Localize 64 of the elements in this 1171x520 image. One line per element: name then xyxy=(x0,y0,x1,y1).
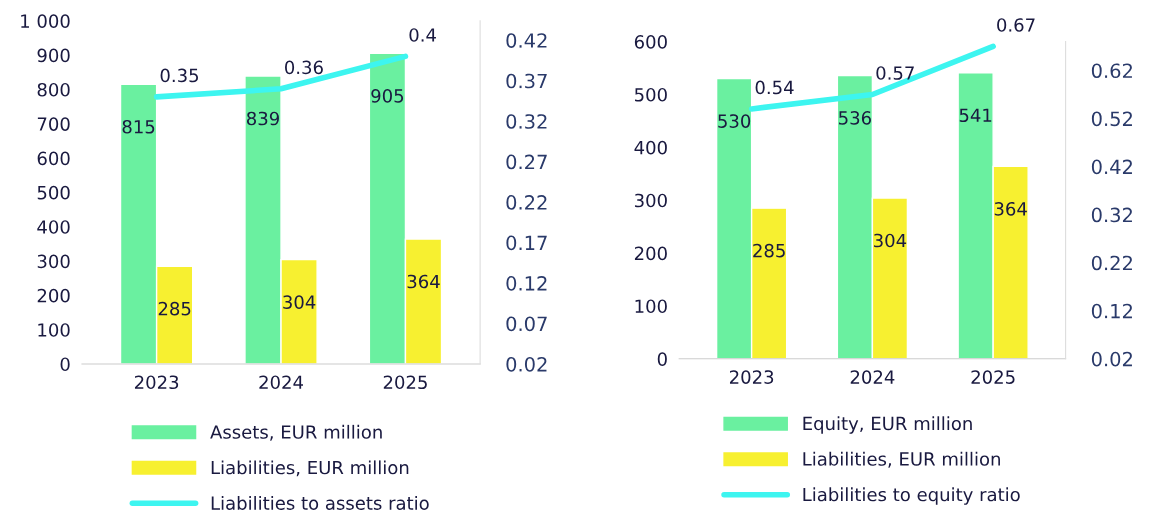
y-tick-label: 300 xyxy=(37,254,70,269)
data-label: 285 xyxy=(158,301,191,316)
y-tick-label: 600 xyxy=(37,151,70,166)
y-tick-label: 0 xyxy=(60,357,70,372)
y-tick-label: 800 xyxy=(37,82,70,97)
y-tick-label: 500 xyxy=(37,185,70,200)
data-label: 364 xyxy=(407,274,440,289)
x-tick-label: 2023 xyxy=(134,375,179,390)
y2-tick-label: 0.62 xyxy=(1091,63,1132,79)
y2-tick-label: 0.42 xyxy=(1091,159,1132,175)
legend-label: Liabilities to equity ratio xyxy=(803,487,1020,505)
y2-tick-label: 0.37 xyxy=(506,73,547,89)
y2-tick-label: 0.22 xyxy=(506,195,547,210)
legend-label: Liabilities, EUR million xyxy=(803,451,1000,468)
y-tick-label: 400 xyxy=(37,220,70,234)
y2-tick-label: 0.12 xyxy=(1091,303,1132,319)
y2-tick-label: 0.02 xyxy=(506,356,547,372)
y-tick-label: 900 xyxy=(37,48,70,63)
x-tick-label: 2025 xyxy=(971,370,1015,384)
y2-tick-label: 0.12 xyxy=(506,276,547,291)
data-label: 905 xyxy=(371,89,404,103)
x-tick-label: 2025 xyxy=(383,375,427,390)
data-label: 530 xyxy=(718,114,751,128)
y-tick-label: 300 xyxy=(634,193,667,208)
data-label: 304 xyxy=(874,233,907,248)
legend-label: Assets, EUR million xyxy=(210,424,382,441)
y2-tick-label: 0.22 xyxy=(1091,255,1132,271)
data-label: 0.67 xyxy=(997,18,1035,32)
y2-tick-label: 0.52 xyxy=(1091,111,1132,127)
y-tick-label: 1 000 xyxy=(21,14,70,28)
data-label: 0.36 xyxy=(285,60,323,75)
data-label: 0.4 xyxy=(409,28,436,42)
y2-tick-label: 0.32 xyxy=(1091,207,1132,223)
y2-tick-label: 0.42 xyxy=(506,33,547,48)
data-label: 536 xyxy=(839,111,871,125)
y-tick-label: 0 xyxy=(657,352,667,366)
y2-tick-label: 0.02 xyxy=(1091,351,1132,367)
data-label: 541 xyxy=(959,108,992,123)
data-label: 304 xyxy=(283,295,316,309)
data-label: 815 xyxy=(122,119,155,134)
y2-tick-label: 0.17 xyxy=(506,235,547,251)
legend-label: Liabilities to assets ratio xyxy=(211,495,429,510)
y2-tick-label: 0.27 xyxy=(506,154,547,170)
y-tick-label: 200 xyxy=(634,246,667,261)
y2-tick-label: 0.07 xyxy=(506,316,547,332)
x-tick-label: 2023 xyxy=(729,370,774,384)
x-tick-label: 2024 xyxy=(850,370,895,384)
y-tick-label: 200 xyxy=(37,288,70,303)
x-tick-label: 2024 xyxy=(259,375,303,390)
legend-label: Liabilities, EUR million xyxy=(211,460,409,477)
data-label: 839 xyxy=(246,111,279,126)
y-tick-label: 100 xyxy=(635,299,667,314)
y-tick-label: 500 xyxy=(635,87,667,102)
data-label: 285 xyxy=(753,243,785,258)
y-tick-label: 700 xyxy=(37,117,70,131)
data-label: 0.54 xyxy=(755,80,794,95)
legend-label: Equity, EUR million xyxy=(803,416,972,434)
y2-tick-label: 0.32 xyxy=(506,114,547,129)
y-tick-label: 600 xyxy=(634,35,667,49)
y-tick-label: 400 xyxy=(634,140,667,155)
data-label: 0.35 xyxy=(160,68,199,83)
y-tick-label: 100 xyxy=(38,323,70,337)
data-label: 0.57 xyxy=(876,66,914,80)
data-label: 364 xyxy=(994,201,1027,216)
